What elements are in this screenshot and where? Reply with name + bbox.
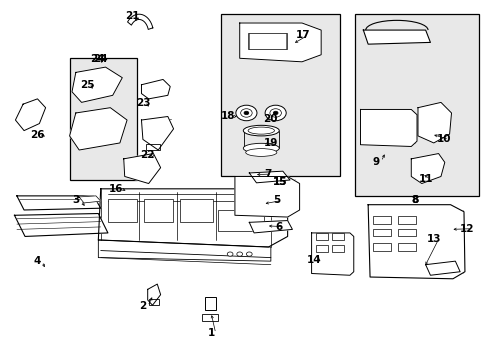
Polygon shape bbox=[239, 23, 321, 62]
Text: 17: 17 bbox=[295, 30, 310, 40]
Bar bbox=[249, 33, 285, 49]
Polygon shape bbox=[249, 221, 292, 233]
Bar bbox=[248, 32, 286, 49]
Text: 11: 11 bbox=[418, 174, 432, 184]
Text: 9: 9 bbox=[372, 157, 379, 167]
Text: 8: 8 bbox=[410, 195, 417, 206]
Polygon shape bbox=[15, 213, 108, 237]
Circle shape bbox=[244, 111, 248, 115]
Bar bbox=[372, 229, 390, 237]
Polygon shape bbox=[72, 67, 122, 102]
Polygon shape bbox=[17, 196, 101, 210]
Text: 2: 2 bbox=[139, 301, 146, 311]
Polygon shape bbox=[98, 240, 270, 261]
Polygon shape bbox=[141, 117, 173, 150]
Ellipse shape bbox=[243, 143, 279, 153]
Text: 15: 15 bbox=[272, 177, 286, 187]
Circle shape bbox=[269, 109, 281, 117]
Text: 6: 6 bbox=[275, 221, 282, 231]
Text: 14: 14 bbox=[306, 256, 321, 265]
Bar bbox=[397, 216, 415, 224]
Bar bbox=[108, 199, 137, 222]
Polygon shape bbox=[123, 154, 160, 184]
Polygon shape bbox=[127, 14, 152, 30]
Bar bbox=[218, 210, 263, 231]
Text: 8: 8 bbox=[410, 195, 417, 206]
Text: 22: 22 bbox=[140, 150, 155, 159]
Polygon shape bbox=[147, 284, 160, 305]
Bar bbox=[148, 299, 159, 305]
Text: 21: 21 bbox=[124, 11, 139, 21]
Bar bbox=[146, 144, 160, 150]
Text: 1: 1 bbox=[207, 328, 214, 338]
Text: 4: 4 bbox=[34, 256, 41, 266]
Polygon shape bbox=[69, 108, 127, 150]
Polygon shape bbox=[16, 99, 45, 131]
Bar bbox=[316, 233, 328, 240]
Text: 12: 12 bbox=[459, 224, 474, 234]
Circle shape bbox=[246, 252, 252, 256]
Polygon shape bbox=[367, 205, 464, 279]
Bar bbox=[397, 229, 415, 237]
Bar bbox=[220, 14, 340, 176]
Bar bbox=[316, 245, 328, 252]
Bar bbox=[372, 216, 390, 224]
Circle shape bbox=[240, 109, 252, 117]
Polygon shape bbox=[311, 233, 353, 275]
Circle shape bbox=[235, 105, 256, 121]
Circle shape bbox=[273, 111, 278, 115]
Text: 10: 10 bbox=[436, 134, 450, 144]
Bar bbox=[202, 314, 217, 321]
Text: 23: 23 bbox=[135, 98, 150, 108]
Ellipse shape bbox=[243, 125, 279, 136]
Polygon shape bbox=[249, 171, 289, 183]
Bar bbox=[372, 243, 390, 251]
Text: 3: 3 bbox=[72, 195, 79, 206]
Polygon shape bbox=[410, 154, 444, 184]
Polygon shape bbox=[79, 196, 101, 203]
Polygon shape bbox=[234, 176, 299, 217]
Text: 15: 15 bbox=[272, 177, 286, 187]
Circle shape bbox=[264, 105, 285, 121]
Polygon shape bbox=[417, 102, 450, 143]
Circle shape bbox=[236, 252, 242, 256]
Text: 25: 25 bbox=[80, 80, 94, 90]
Bar bbox=[354, 14, 478, 196]
Ellipse shape bbox=[247, 127, 274, 134]
Text: 24: 24 bbox=[90, 54, 105, 64]
Text: 26: 26 bbox=[30, 130, 44, 140]
Polygon shape bbox=[141, 80, 170, 99]
Circle shape bbox=[227, 252, 232, 256]
Text: 13: 13 bbox=[426, 234, 440, 244]
Bar bbox=[69, 58, 137, 180]
Text: 19: 19 bbox=[263, 138, 278, 148]
Bar bbox=[397, 243, 415, 251]
Bar bbox=[331, 245, 343, 252]
Polygon shape bbox=[425, 261, 459, 275]
Text: 7: 7 bbox=[263, 169, 271, 179]
Bar bbox=[205, 297, 215, 310]
Polygon shape bbox=[98, 189, 287, 247]
Polygon shape bbox=[360, 109, 416, 147]
Bar bbox=[331, 233, 343, 240]
Text: 16: 16 bbox=[109, 184, 123, 194]
Bar bbox=[180, 199, 213, 222]
Ellipse shape bbox=[245, 149, 276, 156]
Text: 20: 20 bbox=[263, 114, 278, 124]
Text: 5: 5 bbox=[273, 195, 280, 206]
Text: 18: 18 bbox=[220, 112, 235, 121]
Text: 24: 24 bbox=[93, 54, 108, 64]
Polygon shape bbox=[363, 30, 429, 44]
Bar bbox=[143, 199, 172, 222]
